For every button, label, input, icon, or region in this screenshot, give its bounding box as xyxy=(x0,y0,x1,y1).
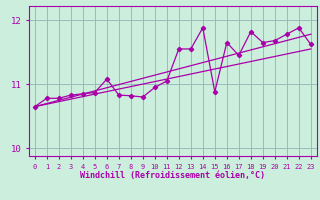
X-axis label: Windchill (Refroidissement éolien,°C): Windchill (Refroidissement éolien,°C) xyxy=(80,171,265,180)
